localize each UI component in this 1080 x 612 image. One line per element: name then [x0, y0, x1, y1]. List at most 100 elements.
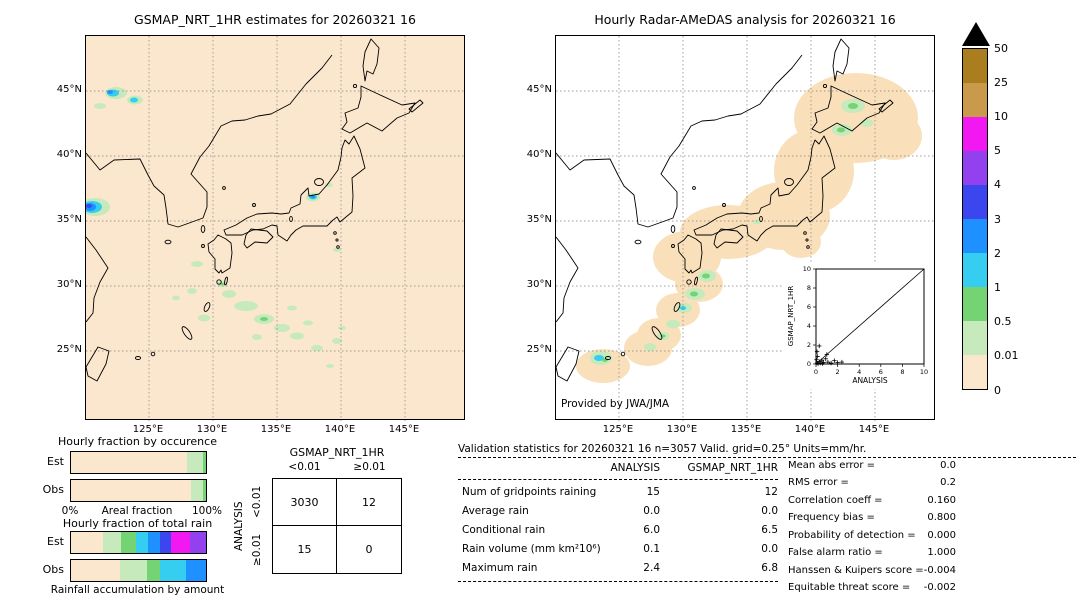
- colorbar-segment: [963, 253, 987, 287]
- right-map-lat-tick-label: 40°N: [526, 149, 552, 160]
- score-label: False alarm ratio =: [788, 547, 883, 559]
- precip-blob: [861, 119, 873, 127]
- occurrence-bar: [70, 479, 207, 502]
- right-map-lon-tick-label: 130°E: [666, 424, 698, 435]
- score-label: Mean abs error =: [788, 460, 876, 471]
- stats-row-label: Conditional rain: [462, 524, 546, 536]
- scatter-inset: 0 2 4 6 8 10 0 2 4 6 8 10 ANALYSIS GSMAP_NRT_1HR: [784, 264, 934, 389]
- score-line: Probability of detection = 0.000: [788, 530, 956, 547]
- inset-scatter-points: [814, 343, 845, 366]
- colorbar-segment: [963, 321, 987, 355]
- inset-y-axis: 0 2 4 6 8 10: [803, 265, 816, 368]
- colorbar-tick-label: 0: [994, 383, 1001, 397]
- stats-gsmap-value: 6.8: [761, 562, 778, 574]
- precip-blob: [234, 301, 258, 311]
- left-map-lat-tick-label: 45°N: [56, 84, 82, 95]
- inset-y-axis-label: GSMAP_NRT_1HR: [787, 286, 795, 347]
- colorbar-segment: [963, 117, 987, 151]
- score-label: Frequency bias =: [788, 512, 875, 524]
- coastlines: [85, 38, 424, 382]
- precip-blob: [325, 182, 333, 188]
- colorbar-overflow-triangle-icon: [962, 22, 990, 46]
- precip-blob: [290, 332, 304, 340]
- left-map-lon-tick-label: 125°E: [132, 424, 164, 435]
- stats-analysis-value: 6.0: [643, 524, 660, 536]
- radar-coverage: [576, 349, 630, 383]
- radar-coverage-layer: [576, 73, 922, 383]
- stats-row-label: Maximum rain: [462, 562, 538, 574]
- stats-row-label: Rain volume (mm km²10⁶): [462, 543, 601, 555]
- colorbar: [962, 48, 988, 390]
- divider-line: [458, 581, 778, 582]
- score-line: RMS error = 0.2: [788, 477, 956, 494]
- right-map-lon-tick-label: 140°E: [794, 424, 826, 435]
- total-rain-bar-segment: [71, 532, 104, 553]
- precip-blob: [252, 334, 262, 340]
- precip-blob: [311, 195, 315, 199]
- contingency-row-label-ge: ≥0.01: [251, 533, 263, 567]
- precip-blob: [303, 320, 313, 326]
- left-map-lat-tick-label: 30°N: [56, 279, 82, 290]
- colorbar-tick-label: 2: [994, 246, 1001, 260]
- stats-gsmap-value: 6.5: [761, 524, 778, 536]
- score-line: Frequency bias = 0.800: [788, 512, 956, 529]
- occurrence-bar: [70, 451, 207, 474]
- validation-stats-title: Validation statistics for 20260321 16 n=…: [458, 443, 867, 455]
- score-value: 0.160: [927, 494, 956, 506]
- divider-line: [458, 479, 778, 480]
- occurrence-category-label: Obs: [42, 483, 64, 496]
- radar-coverage: [781, 226, 821, 258]
- left-map-lon-tick-label: 145°E: [388, 424, 420, 435]
- score-line: Correlation coeff = 0.160: [788, 495, 956, 512]
- total-rain-chart-title: Hourly fraction of total rain: [62, 517, 213, 530]
- colorbar-tick-label: 3: [994, 212, 1001, 226]
- occurrence-bar-segment: [71, 452, 188, 473]
- total-rain-bar-segment: [160, 560, 186, 581]
- score-value: 0.2: [940, 477, 956, 489]
- score-value: -0.004: [923, 564, 956, 576]
- colorbar-segment: [963, 185, 987, 219]
- colorbar-segment: [963, 219, 987, 253]
- map-credit: Provided by JWA/JMA: [561, 398, 670, 410]
- contingency-cell-correct-negative: 3030: [273, 479, 337, 526]
- inset-x-tick-label: 4: [857, 368, 861, 376]
- inset-x-tick-label: 8: [900, 368, 904, 376]
- precip-blob: [198, 314, 210, 322]
- score-label: Equitable threat score =: [788, 582, 911, 594]
- stats-col-header-analysis: ANALYSIS: [610, 462, 660, 474]
- occurrence-bar-segment: [71, 480, 192, 501]
- inset-x-tick-label: 10: [920, 368, 928, 376]
- inset-y-tick-label: 2: [807, 341, 811, 349]
- inset-x-tick-label: 2: [836, 368, 840, 376]
- occurrence-bar-segment: [191, 480, 204, 501]
- contingency-col-label-lt: <0.01: [288, 461, 321, 473]
- score-label: RMS error =: [788, 477, 849, 489]
- inset-y-tick-label: 10: [803, 265, 811, 273]
- right-map-lon-tick-label: 145°E: [858, 424, 890, 435]
- left-map-title: GSMAP_NRT_1HR estimates for 20260321 16: [134, 12, 416, 27]
- score-value: 0.800: [927, 512, 956, 524]
- inset-x-tick-label: 6: [879, 368, 883, 376]
- left-map-lon-tick-label: 140°E: [324, 424, 356, 435]
- total-rain-bar-segment: [147, 532, 161, 553]
- score-label: Hanssen & Kuipers score =: [788, 564, 924, 576]
- stats-gsmap-value: 0.0: [761, 543, 778, 555]
- precip-blob: [332, 338, 342, 344]
- precip-blob: [326, 364, 334, 368]
- stats-gsmap-value: 12: [764, 486, 778, 498]
- total-rain-bar: [70, 531, 207, 554]
- precip-blob: [130, 97, 138, 103]
- precip-blob: [311, 345, 323, 351]
- occurrence-category-label: Est: [47, 455, 64, 468]
- stats-gsmap-value: 0.0: [761, 505, 778, 517]
- precip-blob: [338, 326, 346, 330]
- left-map-lat-tick-label: 25°N: [56, 344, 82, 355]
- precip-blob: [666, 319, 680, 329]
- occurrence-bar-segment: [203, 480, 206, 501]
- colorbar-segment: [963, 49, 987, 83]
- total-rain-bar-segment: [185, 560, 206, 581]
- stats-analysis-value: 15: [646, 486, 660, 498]
- occurrence-chart-title: Hourly fraction by occurence: [58, 435, 217, 448]
- precip-blob: [191, 261, 203, 267]
- inset-diagonal-line: [815, 268, 925, 365]
